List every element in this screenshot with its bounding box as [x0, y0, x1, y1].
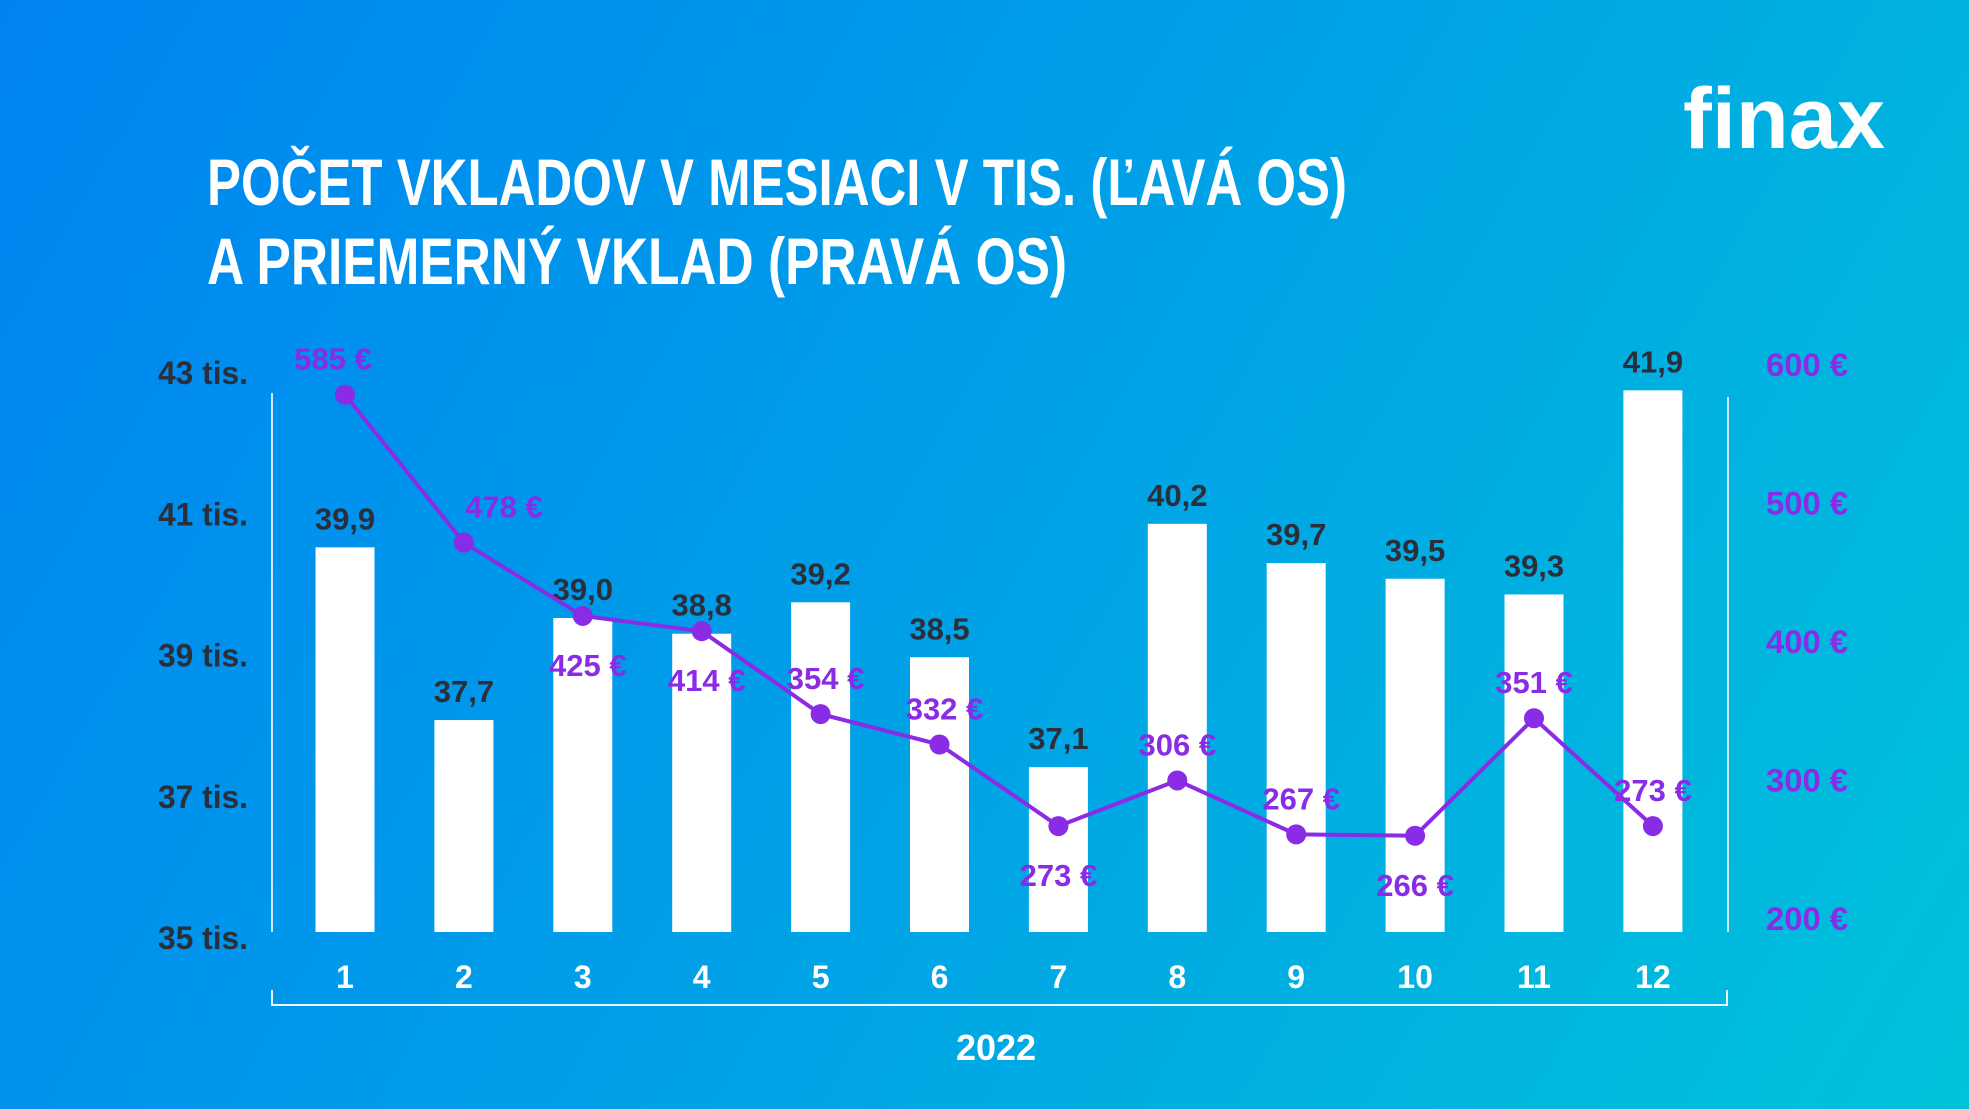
- bars: 39,9 37,7 39,0 38,8 39,2 38,5 37,1 40,2 39,7 39,5…: [315, 344, 1683, 933]
- line-point: [1286, 824, 1307, 845]
- line-point: [810, 704, 831, 725]
- x-axis-tick-label: 5: [812, 959, 830, 995]
- line-series: 585 € 478 € 425 € 414 € 354 € 332 € 273 € 306 €…: [294, 342, 1691, 903]
- bar: [1385, 578, 1445, 932]
- line-path: [343, 393, 1655, 838]
- bar-value-label: 39,7: [1266, 517, 1326, 552]
- bar: [1623, 390, 1683, 933]
- x-axis-bracket: [271, 990, 1728, 1006]
- line-value-label: 332 €: [906, 692, 984, 727]
- line-value-label: 478 €: [465, 490, 543, 525]
- line-point: [335, 384, 355, 405]
- line-point: [1642, 816, 1663, 837]
- line-point: [1048, 816, 1069, 837]
- x-axis-tick-label: 10: [1397, 959, 1433, 995]
- line-value-label: 414 €: [668, 663, 746, 698]
- line-point: [929, 734, 950, 755]
- bar-value-label: 39,2: [790, 556, 850, 591]
- x-axis-tick-label: 3: [574, 959, 592, 995]
- bar: [553, 618, 613, 932]
- bar: [1028, 767, 1088, 932]
- line-value-label: 267 €: [1262, 781, 1340, 816]
- x-axis-tick-label: 9: [1287, 959, 1305, 995]
- right-axis-tick-label: 600 €: [1766, 347, 1848, 383]
- line-point: [1405, 825, 1426, 846]
- bar-value-label: 41,9: [1623, 344, 1683, 379]
- x-axis-tick-label: 1: [336, 959, 354, 995]
- bar-value-label: 39,3: [1504, 548, 1564, 583]
- line-value-label: 306 €: [1139, 727, 1217, 762]
- bar-value-label: 40,2: [1147, 478, 1207, 513]
- line-value-label: 273 €: [1020, 858, 1098, 893]
- line-value-label: 351 €: [1495, 665, 1573, 700]
- left-axis-tick-label: 43 tis.: [158, 355, 248, 391]
- line-point: [453, 532, 474, 553]
- chart-title-line-1: POČET VKLADOV V MESIACI V TIS. (ĽAVÁ OS): [207, 145, 1347, 219]
- bar: [315, 547, 375, 932]
- line-point: [691, 621, 712, 642]
- bar-value-label: 39,5: [1385, 533, 1445, 568]
- bar-value-label: 37,1: [1028, 721, 1088, 756]
- line-point: [572, 605, 593, 626]
- x-axis-tick-label: 11: [1517, 959, 1551, 995]
- line-value-label: 425 €: [549, 648, 627, 683]
- bar: [1266, 563, 1326, 932]
- line-point: [1524, 708, 1544, 729]
- x-axis-tick-label: 8: [1168, 959, 1186, 995]
- bar-value-label: 37,7: [434, 674, 494, 709]
- bar-value-label: 39,9: [315, 501, 375, 536]
- line-value-label: 354 €: [787, 661, 865, 696]
- x-axis-tick-label: 6: [931, 959, 949, 995]
- x-axis-ticks: 1 2 3 4 5 6 7 8 9 10 11 12: [336, 959, 1671, 995]
- left-axis-tick-label: 37 tis.: [158, 779, 248, 815]
- right-axis-tick-label: 500 €: [1766, 486, 1848, 522]
- bar: [910, 657, 969, 932]
- bar: [1147, 523, 1207, 932]
- x-axis-tick-label: 7: [1050, 959, 1068, 995]
- logo-text: finax: [1683, 71, 1885, 167]
- chart-title-line-2: A PRIEMERNÝ VKLAD (PRAVÁ OS): [207, 224, 1067, 298]
- bar-value-label: 39,0: [553, 572, 613, 607]
- finax-logo: finax: [1683, 71, 1885, 167]
- left-axis-tick-label: 41 tis.: [158, 496, 248, 532]
- x-axis-label: 2022: [956, 1027, 1036, 1068]
- x-axis-tick-label: 12: [1635, 959, 1671, 995]
- line-value-label: 273 €: [1614, 773, 1692, 808]
- right-axis-ticks: 600 € 500 € 400 € 300 € 200 €: [1766, 347, 1848, 937]
- right-axis-tick-label: 400 €: [1766, 624, 1848, 660]
- line-value-label: 266 €: [1376, 868, 1454, 903]
- bar-value-label: 38,8: [672, 588, 732, 623]
- bar-value-label: 38,5: [909, 611, 969, 646]
- right-axis-tick-label: 200 €: [1766, 901, 1848, 937]
- right-axis-tick-label: 300 €: [1766, 763, 1848, 799]
- line-point: [1167, 770, 1188, 791]
- left-axis-tick-label: 39 tis.: [158, 638, 248, 674]
- bar: [434, 720, 494, 932]
- bar: [791, 602, 851, 932]
- line-value-label: 585 €: [294, 342, 372, 377]
- left-axis-tick-label: 35 tis.: [158, 920, 248, 956]
- left-axis-ticks: 43 tis. 41 tis. 39 tis. 37 tis. 35 tis.: [158, 355, 248, 956]
- x-axis-tick-label: 2: [455, 959, 473, 995]
- x-axis-tick-label: 4: [693, 959, 711, 995]
- bar: [1504, 594, 1564, 932]
- bar: [672, 633, 732, 932]
